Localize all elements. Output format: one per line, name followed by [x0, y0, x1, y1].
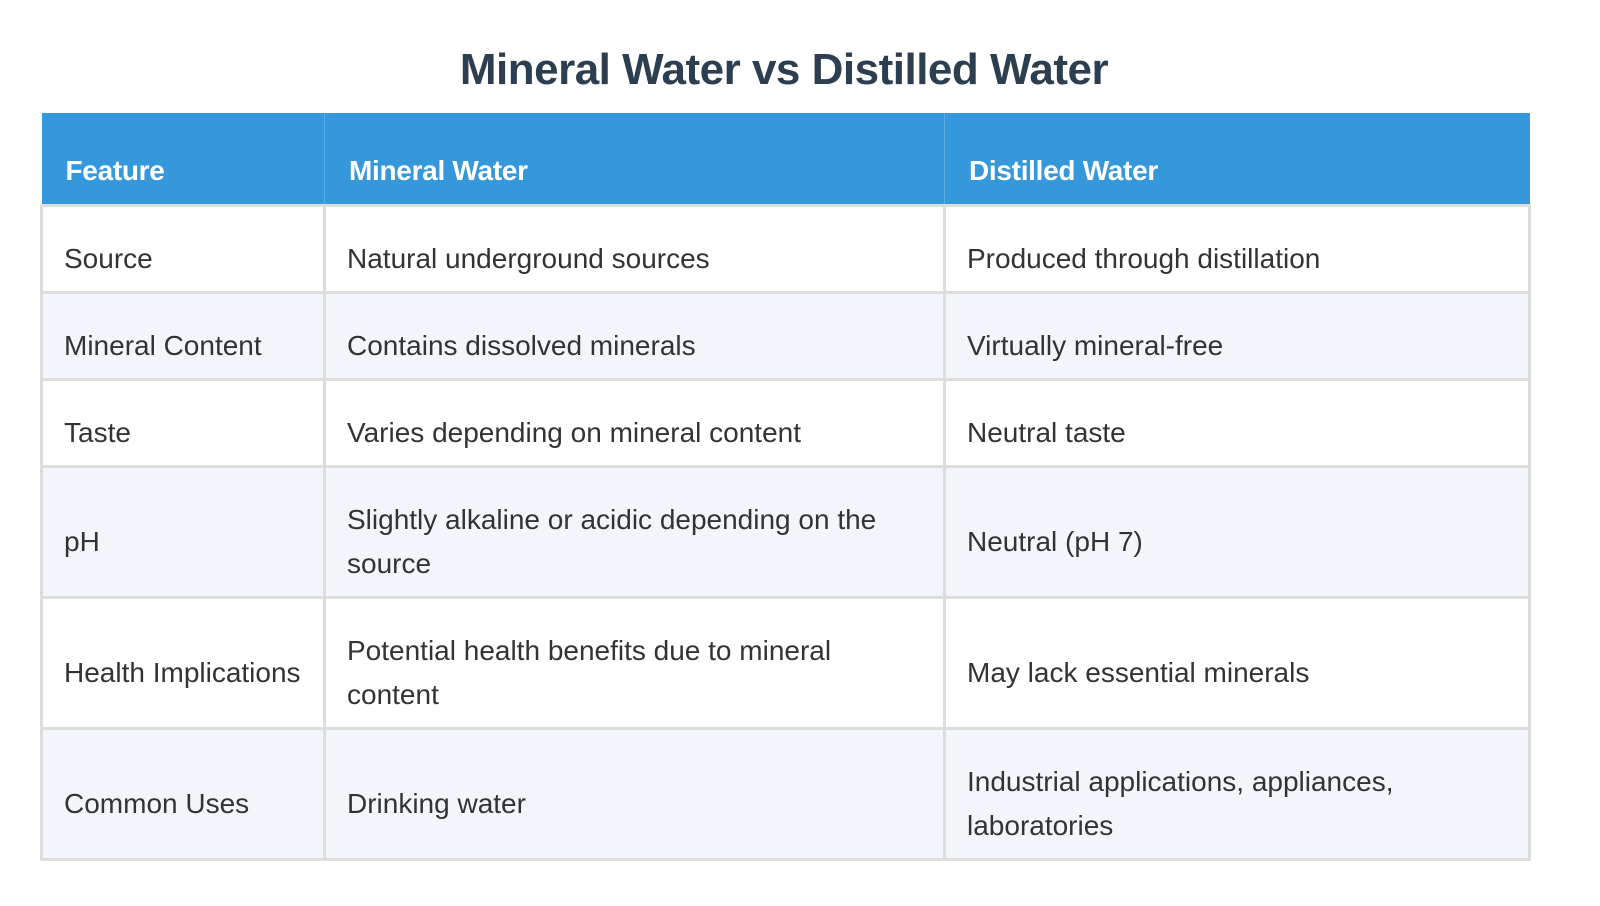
cell-distilled: May lack essential minerals [943, 595, 1531, 730]
table-row-mineral-content: Mineral Content Contains dissolved miner… [40, 290, 1531, 381]
cell-mineral: Slightly alkaline or acidic depending on… [323, 464, 946, 599]
cell-distilled: Virtually mineral-free [943, 290, 1531, 381]
cell-distilled: Neutral (pH 7) [943, 464, 1531, 599]
cell-feature: Taste [40, 377, 326, 468]
cell-mineral: Drinking water [323, 726, 946, 861]
header-mineral-water: Mineral Water [324, 113, 945, 205]
cell-mineral: Contains dissolved minerals [323, 290, 946, 381]
cell-feature: Health Implications [40, 595, 326, 730]
cell-feature: Common Uses [40, 726, 326, 861]
cell-feature: pH [40, 464, 326, 599]
comparison-table-container: Feature Mineral Water Distilled Water So… [40, 113, 1531, 861]
cell-mineral: Natural underground sources [323, 203, 946, 294]
table-row-source: Source Natural underground sources Produ… [40, 203, 1531, 294]
cell-mineral: Potential health benefits due to mineral… [323, 595, 946, 730]
table-row-common-uses: Common Uses Drinking water Industrial ap… [40, 726, 1531, 861]
table-row-ph: pH Slightly alkaline or acidic depending… [40, 464, 1531, 599]
comparison-table: Feature Mineral Water Distilled Water So… [40, 113, 1531, 861]
table-row-taste: Taste Varies depending on mineral conten… [40, 377, 1531, 468]
cell-distilled: Neutral taste [943, 377, 1531, 468]
cell-feature: Source [40, 203, 326, 294]
cell-feature: Mineral Content [40, 290, 326, 381]
page-title: Mineral Water vs Distilled Water [459, 45, 1109, 94]
cell-distilled: Produced through distillation [943, 203, 1531, 294]
header-row: Feature Mineral Water Distilled Water [41, 113, 1530, 205]
table-header: Feature Mineral Water Distilled Water [41, 113, 1530, 205]
cell-distilled: Industrial applications, appliances, lab… [943, 726, 1531, 861]
table-row-health-implications: Health Implications Potential health ben… [40, 595, 1531, 730]
cell-mineral: Varies depending on mineral content [323, 377, 946, 468]
header-feature: Feature [41, 113, 325, 205]
table-body: Source Natural underground sources Produ… [40, 203, 1531, 861]
header-distilled-water: Distilled Water [944, 113, 1530, 205]
